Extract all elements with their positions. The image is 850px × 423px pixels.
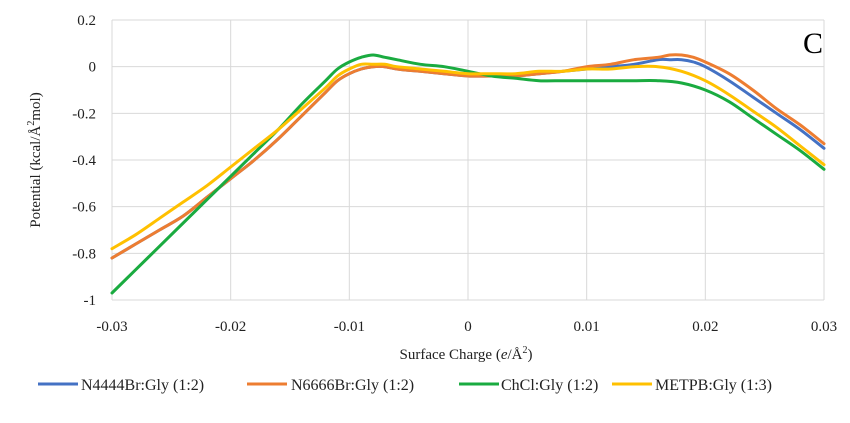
legend-label-chcl: ChCl:Gly (1:2) <box>501 377 598 394</box>
x-tick-label: 0 <box>464 319 472 335</box>
y-axis-ticks: 0.2 0 -0.2 -0.4 -0.6 -0.8 -1 <box>72 13 96 309</box>
y-tick-label: -0.4 <box>72 153 96 169</box>
y-tick-label: 0.2 <box>77 13 96 29</box>
legend-label-metpb: METPB:Gly (1:3) <box>655 377 772 394</box>
x-tick-label: -0.02 <box>215 319 246 335</box>
y-axis-title: Potential (kcal/Å2mol) <box>26 92 44 227</box>
y-tick-label: 0 <box>89 60 97 76</box>
x-tick-label: 0.03 <box>811 319 837 335</box>
x-tick-label: -0.03 <box>96 319 127 335</box>
y-tick-label: -1 <box>84 293 97 309</box>
y-tick-label: -0.6 <box>72 200 96 216</box>
legend-item-n6666br: N6666Br:Gly (1:2) <box>247 377 414 394</box>
y-tick-label: -0.8 <box>72 246 96 262</box>
legend-item-n4444br: N4444Br:Gly (1:2) <box>38 377 204 394</box>
legend-label-n6666br: N6666Br:Gly (1:2) <box>291 377 414 394</box>
legend-item-chcl: ChCl:Gly (1:2) <box>459 377 598 394</box>
series-lines <box>110 53 826 295</box>
x-tick-label: 0.01 <box>574 319 600 335</box>
series-line-n6666br-gly-1-2 <box>110 53 826 260</box>
x-tick-label: 0.02 <box>692 319 718 335</box>
x-tick-label: -0.01 <box>334 319 365 335</box>
x-axis-title: Surface Charge (e/Å2) <box>399 345 532 363</box>
legend-item-metpb: METPB:Gly (1:3) <box>612 377 772 394</box>
series-line-chcl-gly-1-2 <box>110 53 826 295</box>
series-line-metpb-gly-1-3 <box>110 62 826 251</box>
grid <box>111 19 825 301</box>
x-axis-ticks: -0.03 -0.02 -0.01 0 0.01 0.02 0.03 <box>96 319 837 335</box>
y-tick-label: -0.2 <box>72 106 96 122</box>
legend: N4444Br:Gly (1:2) N6666Br:Gly (1:2) ChCl… <box>38 377 772 394</box>
panel-label: C <box>803 27 823 60</box>
legend-label-n4444br: N4444Br:Gly (1:2) <box>81 377 204 394</box>
